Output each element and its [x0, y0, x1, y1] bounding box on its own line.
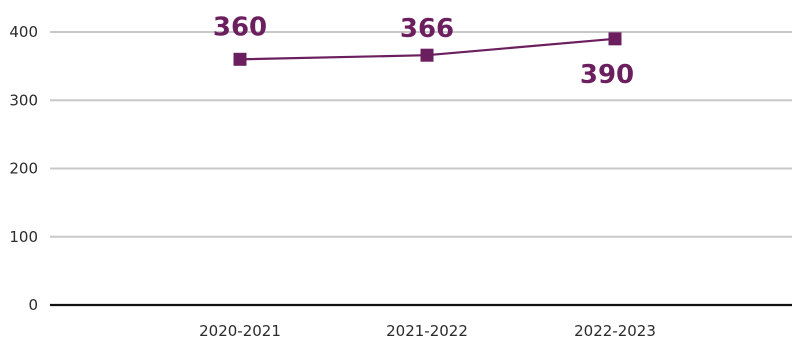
data-label-2020-2021: 360 [213, 12, 267, 42]
data-label-2022-2023: 390 [580, 60, 634, 90]
data-point-2022-2023 [608, 32, 622, 46]
x-tick-label-2022-2023: 2022-2023 [574, 322, 656, 340]
y-axis-tick-labels: 0 100 200 300 400 [9, 23, 38, 314]
data-point-2021-2022 [420, 48, 434, 62]
series-group: 360 366 390 [213, 12, 634, 90]
x-tick-label-2021-2022: 2021-2022 [386, 322, 468, 340]
x-tick-label-2020-2021: 2020-2021 [199, 322, 281, 340]
y-tick-label-300: 300 [9, 91, 38, 109]
grid-lines [50, 31, 792, 307]
data-point-2020-2021 [233, 52, 247, 66]
y-tick-label-100: 100 [9, 228, 38, 246]
y-tick-label-0: 0 [28, 296, 38, 314]
x-axis-tick-labels: 2020-2021 2021-2022 2022-2023 [199, 322, 656, 340]
data-label-2021-2022: 366 [400, 14, 454, 44]
y-tick-label-200: 200 [9, 160, 38, 178]
y-tick-label-400: 400 [9, 23, 38, 41]
